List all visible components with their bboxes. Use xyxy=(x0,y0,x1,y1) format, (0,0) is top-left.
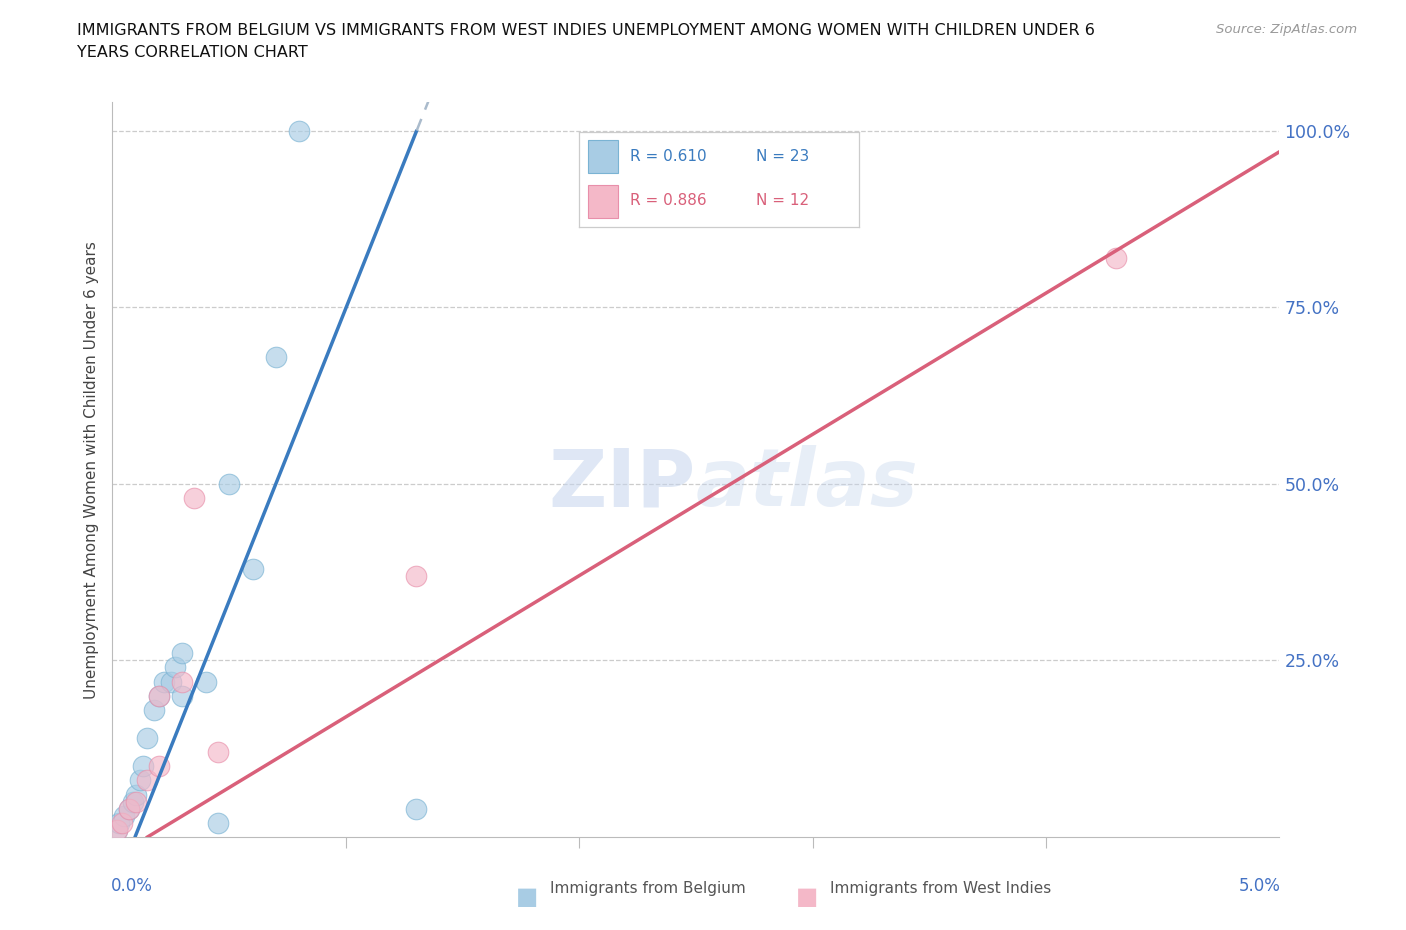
Point xyxy=(111,816,134,830)
Point xyxy=(207,745,229,760)
Point xyxy=(405,802,427,817)
Point xyxy=(122,794,145,809)
Point xyxy=(143,702,166,717)
Point xyxy=(118,802,141,817)
Text: atlas: atlas xyxy=(696,445,918,524)
Point xyxy=(264,349,287,364)
Point xyxy=(405,568,427,583)
Point xyxy=(183,490,205,505)
Point xyxy=(172,674,194,689)
Point xyxy=(132,759,155,774)
Text: 5.0%: 5.0% xyxy=(1239,877,1281,896)
Point xyxy=(148,688,170,703)
Point xyxy=(242,561,264,576)
Text: IMMIGRANTS FROM BELGIUM VS IMMIGRANTS FROM WEST INDIES UNEMPLOYMENT AMONG WOMEN : IMMIGRANTS FROM BELGIUM VS IMMIGRANTS FR… xyxy=(77,23,1095,38)
Point xyxy=(136,731,159,746)
Text: Immigrants from West Indies: Immigrants from West Indies xyxy=(830,881,1052,897)
Text: ■: ■ xyxy=(516,884,538,909)
Point xyxy=(148,759,170,774)
Point xyxy=(105,822,128,837)
Point xyxy=(207,816,229,830)
Text: 0.0%: 0.0% xyxy=(111,877,153,896)
Point xyxy=(218,476,240,491)
Point xyxy=(172,688,194,703)
Point xyxy=(105,822,128,837)
Point xyxy=(288,123,311,138)
Y-axis label: Unemployment Among Women with Children Under 6 years: Unemployment Among Women with Children U… xyxy=(84,241,100,698)
Point xyxy=(136,773,159,788)
Point xyxy=(125,787,148,802)
Point xyxy=(160,674,183,689)
Point xyxy=(125,794,148,809)
Point xyxy=(148,688,170,703)
Text: YEARS CORRELATION CHART: YEARS CORRELATION CHART xyxy=(77,45,308,60)
Point xyxy=(108,816,131,830)
Point xyxy=(112,808,135,823)
Text: Source: ZipAtlas.com: Source: ZipAtlas.com xyxy=(1216,23,1357,36)
Text: ZIP: ZIP xyxy=(548,445,696,524)
Point xyxy=(118,802,141,817)
Point xyxy=(153,674,176,689)
Text: ■: ■ xyxy=(796,884,818,909)
Point xyxy=(194,674,217,689)
Point xyxy=(165,660,187,675)
Point xyxy=(172,645,194,660)
Text: Immigrants from Belgium: Immigrants from Belgium xyxy=(550,881,745,897)
Point xyxy=(129,773,152,788)
Point xyxy=(1105,250,1128,265)
